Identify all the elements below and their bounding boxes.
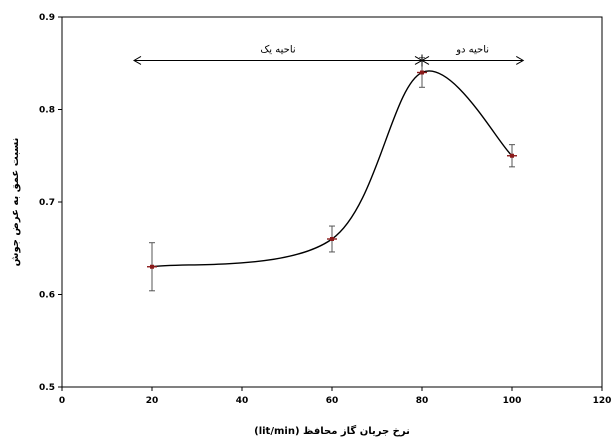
arrow-head <box>516 56 525 65</box>
region-label: ناحیه دو <box>455 44 489 55</box>
y-axis-title: نسبت عمق به عرض جوش <box>10 138 21 267</box>
y-tick-label: 0.7 <box>39 198 55 208</box>
plot-area-frame <box>61 16 603 388</box>
x-tick-label: 60 <box>326 396 339 406</box>
data-point <box>510 153 514 158</box>
y-tick-label: 0.6 <box>39 291 55 301</box>
x-tick-label: 20 <box>146 396 159 406</box>
x-tick-label: 100 <box>503 396 522 406</box>
region-label: ناحیه یک <box>260 44 295 55</box>
x-axis-title: نرخ جریان گاز محافظ (lit/min) <box>254 424 410 437</box>
arrow-head <box>132 56 142 65</box>
y-tick-label: 0.8 <box>39 106 55 116</box>
y-tick-label: 0.9 <box>39 13 55 23</box>
x-tick-label: 120 <box>593 396 612 406</box>
data-point <box>330 237 334 241</box>
y-tick-label: 0.5 <box>39 383 55 393</box>
data-point <box>150 264 154 269</box>
x-tick-label: 0 <box>59 396 65 406</box>
x-tick-label: 80 <box>416 396 429 406</box>
x-tick-label: 40 <box>236 396 249 406</box>
series-line <box>151 70 513 268</box>
data-point <box>420 70 424 75</box>
